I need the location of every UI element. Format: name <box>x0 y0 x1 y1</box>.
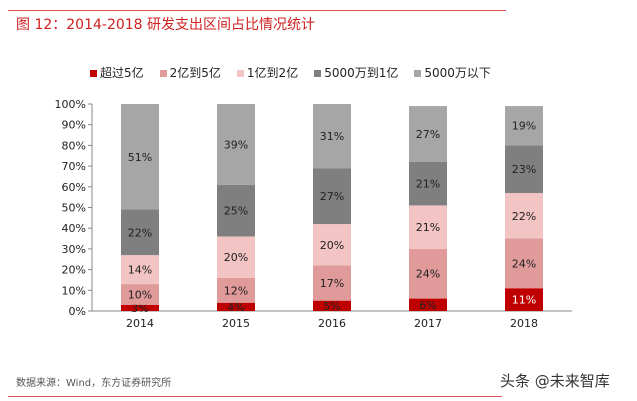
legend-item: 超过5亿 <box>90 64 144 81</box>
data-label: 6% <box>419 299 436 312</box>
data-label: 24% <box>416 268 440 281</box>
legend-label: 2亿到5亿 <box>169 66 221 80</box>
data-label: 14% <box>128 264 152 277</box>
y-tick-label: 10% <box>62 284 86 297</box>
bar-segment <box>217 277 255 303</box>
bar-segment <box>121 304 159 311</box>
data-label: 25% <box>224 205 248 218</box>
bar-segment <box>409 205 447 249</box>
bar-segment <box>505 288 543 311</box>
legend: 超过5亿 2亿到5亿 1亿到2亿 5000万到1亿 5000万以下 <box>90 64 491 81</box>
y-tick-label: 20% <box>62 264 86 277</box>
bar-segment <box>121 284 159 305</box>
y-tick-label: 50% <box>62 202 86 215</box>
bar-segment <box>409 298 447 311</box>
y-tick-label: 70% <box>62 160 86 173</box>
legend-swatch <box>414 70 422 77</box>
data-label: 27% <box>416 128 440 141</box>
data-label: 21% <box>416 221 440 234</box>
y-tick-label: 30% <box>62 243 86 256</box>
bar-segment <box>313 224 351 266</box>
legend-swatch <box>236 70 244 77</box>
bar-segment <box>217 184 255 237</box>
bar-segment <box>217 104 255 185</box>
data-label: 5% <box>323 300 340 313</box>
bar-segment <box>313 104 351 169</box>
chart-title: 图 12：2014-2018 研发支出区间占比情况统计 <box>16 17 316 33</box>
legend-swatch <box>90 70 97 77</box>
data-label: 21% <box>416 178 440 191</box>
data-label: 11% <box>512 294 536 307</box>
x-tick-label: 2017 <box>414 317 442 330</box>
data-label: 19% <box>512 120 536 133</box>
source-note: 数据来源：Wind，东方证券研究所 <box>16 378 172 389</box>
bar-segment <box>313 168 351 225</box>
bar-segment <box>217 302 255 311</box>
legend-item: 1亿到2亿 <box>236 64 299 81</box>
bar-segment <box>121 255 159 285</box>
bar-segment <box>313 300 351 311</box>
data-label: 20% <box>224 251 248 264</box>
x-tick-label: 2015 <box>222 317 250 330</box>
data-label: 22% <box>128 226 152 239</box>
bar-segment <box>505 145 543 194</box>
watermark: 头条 @未来智库 <box>500 372 610 390</box>
legend-swatch <box>314 70 322 77</box>
legend-item: 5000万到1亿 <box>314 64 398 81</box>
x-tick-label: 2014 <box>126 317 154 330</box>
bar-segment <box>313 265 351 301</box>
y-tick-label: 90% <box>62 119 86 132</box>
data-label: 4% <box>227 301 244 314</box>
data-label: 10% <box>128 288 152 301</box>
data-label: 31% <box>320 130 344 143</box>
bottom-rule <box>8 396 502 397</box>
data-label: 22% <box>512 210 536 223</box>
y-tick-label: 80% <box>62 139 86 152</box>
bar-segment <box>121 104 159 210</box>
top-rule <box>8 10 506 11</box>
legend-label: 超过5亿 <box>100 66 144 80</box>
legend-label: 5000万以下 <box>424 66 491 80</box>
bar-segment <box>217 236 255 278</box>
y-tick-label: 60% <box>62 181 86 194</box>
bar-segment <box>409 248 447 299</box>
y-tick-label: 40% <box>62 222 86 235</box>
data-label: 27% <box>320 190 344 203</box>
data-label: 23% <box>512 163 536 176</box>
x-tick-label: 2018 <box>510 317 538 330</box>
legend-item: 2亿到5亿 <box>159 64 221 81</box>
bar-segment <box>409 161 447 206</box>
data-label: 24% <box>512 257 536 270</box>
legend-item: 5000万以下 <box>414 64 491 81</box>
data-label: 20% <box>320 239 344 252</box>
x-tick-label: 2016 <box>318 317 346 330</box>
y-tick-label: 100% <box>55 98 86 111</box>
legend-label: 1亿到2亿 <box>246 66 299 80</box>
data-label: 39% <box>224 138 248 151</box>
data-label: 3% <box>131 302 148 315</box>
legend-label: 5000万到1亿 <box>324 66 399 80</box>
y-tick-label: 0% <box>69 305 86 318</box>
bar-segment <box>505 238 543 289</box>
legend-swatch <box>159 70 167 77</box>
bar-segment <box>505 106 543 146</box>
bar-segment <box>121 209 159 256</box>
bar-segment <box>409 106 447 162</box>
data-label: 17% <box>320 277 344 290</box>
bar-segment <box>505 193 543 239</box>
data-label: 12% <box>224 284 248 297</box>
data-label: 51% <box>128 151 152 164</box>
